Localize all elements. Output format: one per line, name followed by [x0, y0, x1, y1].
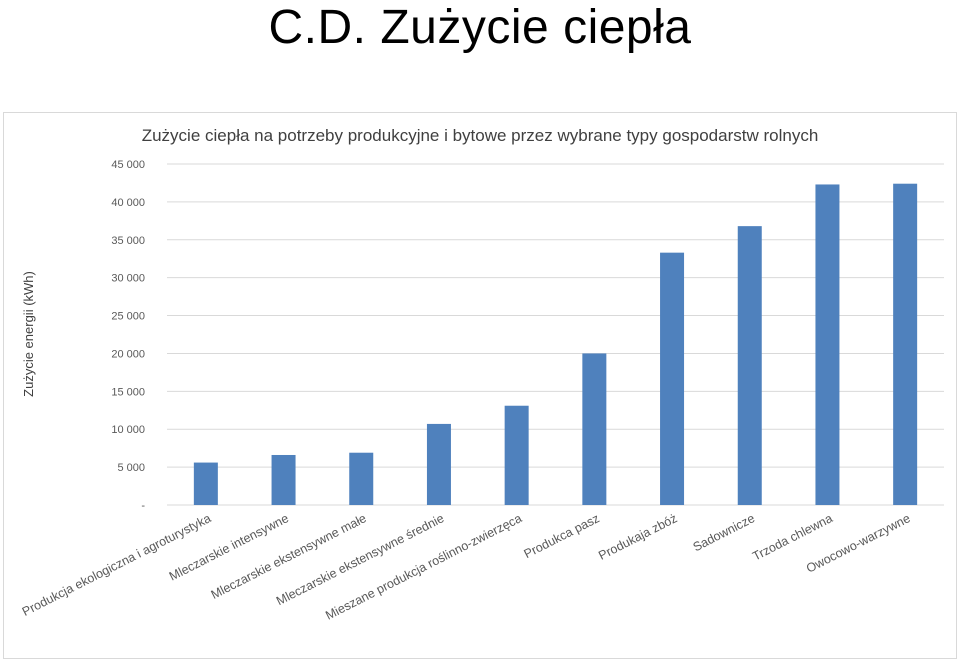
bar [504, 405, 529, 505]
gridlines [167, 163, 944, 506]
slide-title: C.D. Zużycie ciepła [268, 1, 692, 54]
y-axis-ticks: - 5 000 10 000 15 000 20 000 25 000 30 000 35 0… [111, 159, 145, 512]
bar-chart: Zużycie ciepła na potrzeby produkcyjne i… [20, 126, 944, 623]
bar [815, 184, 840, 505]
x-tick-label: Sadownicze [691, 511, 757, 554]
y-axis-label: Zużycie energii (kWh) [21, 271, 36, 397]
bar [271, 454, 296, 505]
bar [893, 183, 918, 506]
bar [349, 452, 374, 505]
bars [193, 183, 918, 506]
chart-title: Zużycie ciepła na potrzeby produkcyjne i… [142, 126, 819, 145]
bar [660, 252, 685, 505]
bar [582, 353, 607, 505]
bar [426, 423, 451, 505]
x-axis-ticks: Produkcja ekologiczna i agroturystykaMle… [20, 511, 913, 623]
y-tick-label: 5 000 [117, 462, 145, 474]
chart-frame: Zużycie ciepła na potrzeby produkcyjne i… [3, 112, 957, 659]
y-tick-label: 40 000 [111, 197, 145, 209]
y-tick-label: 20 000 [111, 348, 145, 360]
x-tick-label: Produkca pasz [522, 511, 602, 561]
y-tick-label: 10 000 [111, 424, 145, 436]
y-tick-label: 30 000 [111, 273, 145, 285]
bar [737, 226, 762, 505]
x-tick-label: Produkaja zbóż [596, 511, 679, 563]
y-tick-label: 25 000 [111, 311, 145, 323]
y-tick-label: 45 000 [111, 159, 145, 171]
y-tick-label: - [141, 500, 145, 512]
bar [193, 462, 218, 505]
y-tick-label: 15 000 [111, 386, 145, 398]
y-tick-label: 35 000 [111, 235, 145, 247]
